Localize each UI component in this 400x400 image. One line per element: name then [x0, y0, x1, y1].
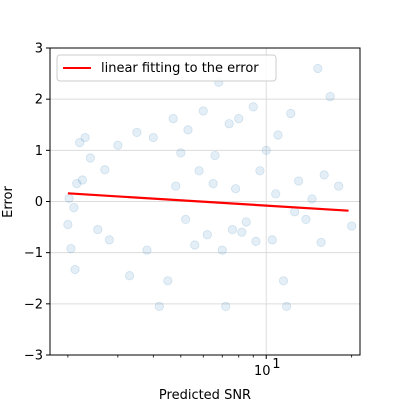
scatter-point — [271, 189, 281, 199]
y-tick-label: −1 — [24, 246, 43, 261]
scatter-point — [293, 176, 304, 186]
scatter-point — [190, 240, 200, 250]
scatter-point — [176, 148, 186, 158]
scatter-point — [77, 175, 87, 185]
scatter-point — [231, 184, 241, 194]
scatter-point — [224, 119, 234, 129]
scatter-point — [194, 166, 204, 176]
x-tick-label: 10 — [254, 364, 271, 379]
scatter-point — [316, 237, 326, 248]
scatter-points — [63, 63, 357, 311]
y-tick-label: −2 — [24, 297, 43, 312]
scatter-point — [237, 227, 247, 237]
scatter-point — [248, 102, 258, 112]
scatter-point — [171, 181, 181, 191]
scatter-point — [183, 125, 193, 135]
scatter-point — [208, 178, 218, 189]
y-tick-label: 1 — [35, 144, 43, 159]
scatter-point — [63, 219, 73, 230]
scatter-point — [307, 194, 317, 204]
scatter-point — [286, 108, 296, 119]
scatter-point — [278, 276, 289, 286]
scatter-point — [181, 214, 191, 225]
scatter-point — [69, 203, 79, 213]
scatter-point — [124, 271, 135, 281]
scatter-point — [290, 207, 300, 217]
scatter-point — [251, 236, 261, 247]
scatter-point — [210, 150, 220, 161]
scatter-point — [221, 301, 231, 311]
scatter-point — [227, 225, 238, 235]
y-tick-label: 3 — [35, 42, 43, 57]
scatter-point — [261, 145, 271, 155]
scatter-point — [202, 230, 212, 240]
scatter-point — [347, 221, 357, 231]
scatter-point — [72, 178, 82, 189]
y-tick-label: 0 — [35, 195, 43, 210]
scatter-point — [104, 235, 114, 245]
scatter-point — [93, 225, 103, 235]
scatter-point — [113, 140, 123, 150]
scatter-point — [80, 132, 90, 143]
scatter-point — [334, 181, 344, 191]
scatter-point — [75, 138, 85, 148]
scatter-point — [319, 170, 329, 180]
scatter-point — [66, 243, 76, 254]
x-axis-title: Predicted SNR — [159, 388, 251, 400]
scatter-point — [148, 132, 158, 143]
x-tick-label-exponent: 1 — [272, 357, 280, 372]
y-tick-label: −3 — [24, 349, 43, 364]
scatter-point — [163, 276, 173, 286]
scatter-point — [142, 245, 152, 255]
scatter-point — [255, 166, 265, 176]
scatter-point — [325, 92, 335, 102]
fit-line-layer — [67, 192, 349, 212]
legend-box — [56, 54, 277, 82]
scatter-point — [132, 127, 142, 138]
scatter-point — [154, 301, 164, 311]
scatter-point — [64, 193, 74, 204]
scatter-point — [198, 106, 208, 116]
scatter-point — [85, 153, 95, 163]
y-axis-title: Error — [1, 186, 16, 218]
scatter-point — [267, 235, 277, 245]
scatter-point — [301, 214, 311, 225]
scatter-point — [100, 165, 110, 175]
legend: linear fitting to the error — [56, 54, 277, 82]
scatter-point — [168, 114, 178, 124]
y-tick-label: 2 — [35, 93, 43, 108]
scatter-point — [70, 264, 80, 275]
scatter-point — [273, 130, 283, 140]
legend-label: linear fitting to the error — [101, 61, 259, 76]
scatter-point — [241, 217, 251, 227]
scatter-point — [313, 63, 323, 74]
scatter-point — [217, 245, 227, 255]
scatter-point — [234, 114, 244, 124]
fit-line — [67, 192, 349, 212]
scatter-point — [282, 301, 292, 311]
